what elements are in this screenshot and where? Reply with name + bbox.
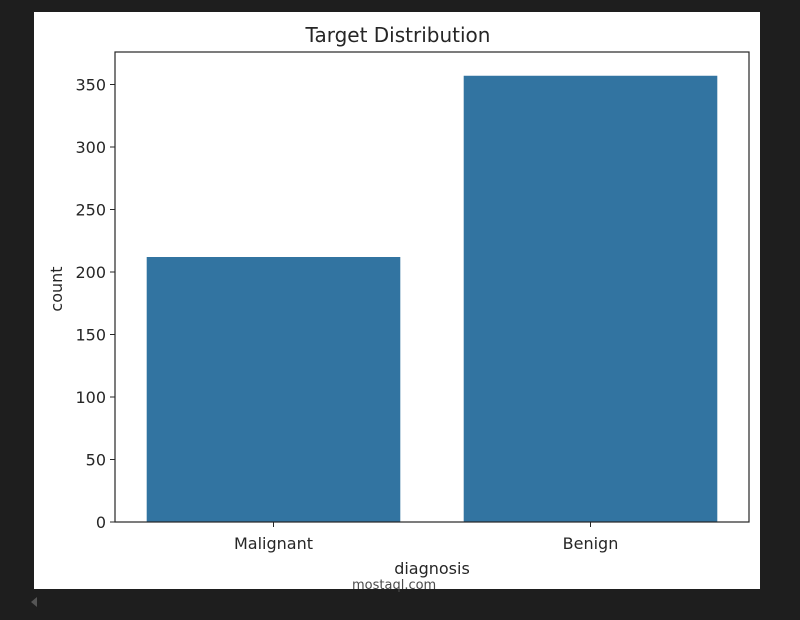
y-tick-label: 150 bbox=[75, 326, 106, 345]
y-tick-label: 350 bbox=[75, 76, 106, 95]
y-tick-label: 0 bbox=[96, 513, 106, 532]
bar-malignant bbox=[146, 257, 401, 522]
y-axis-label: count bbox=[47, 266, 66, 311]
watermark: mostaql.com bbox=[352, 578, 437, 593]
x-tick-label: Malignant bbox=[234, 534, 313, 553]
figure: Target Distribution Malignant Benign 0 50 10… bbox=[34, 12, 760, 589]
y-tick-label: 100 bbox=[75, 388, 106, 407]
scroll-left-arrow-icon[interactable] bbox=[31, 597, 37, 607]
x-axis-label: diagnosis bbox=[394, 559, 470, 578]
y-tick-label: 250 bbox=[75, 201, 106, 220]
bar-chart: Target Distribution Malignant Benign 0 50 10… bbox=[47, 23, 750, 578]
y-tick-label: 300 bbox=[75, 138, 106, 157]
x-tick-label: Benign bbox=[563, 534, 619, 553]
y-tick-label: 50 bbox=[86, 451, 106, 470]
y-tick-label: 200 bbox=[75, 263, 106, 282]
axes-frame bbox=[114, 51, 750, 523]
chart-title: Target Distribution bbox=[305, 23, 491, 47]
bar-benign bbox=[463, 75, 718, 522]
